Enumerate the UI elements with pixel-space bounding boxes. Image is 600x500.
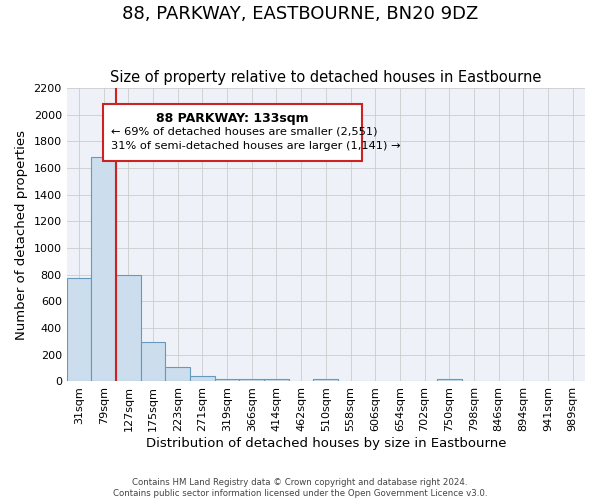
Bar [166, 367, 190, 382]
Title: Size of property relative to detached houses in Eastbourne: Size of property relative to detached ho… [110, 70, 542, 86]
Text: Contains HM Land Registry data © Crown copyright and database right 2024.
Contai: Contains HM Land Registry data © Crown c… [113, 478, 487, 498]
Bar [116, 276, 141, 382]
Text: 88, PARKWAY, EASTBOURNE, BN20 9DZ: 88, PARKWAY, EASTBOURNE, BN20 9DZ [122, 5, 478, 23]
Bar [289, 381, 313, 382]
Bar [190, 376, 215, 382]
X-axis label: Distribution of detached houses by size in Eastbourne: Distribution of detached houses by size … [146, 437, 506, 450]
Bar [264, 379, 289, 382]
Bar [67, 278, 91, 382]
Text: 88 PARKWAY: 133sqm: 88 PARKWAY: 133sqm [156, 112, 309, 124]
Text: 31% of semi-detached houses are larger (1,141) →: 31% of semi-detached houses are larger (… [111, 141, 400, 151]
Bar [313, 379, 338, 382]
Bar [239, 379, 264, 382]
Text: ← 69% of detached houses are smaller (2,551): ← 69% of detached houses are smaller (2,… [111, 126, 377, 136]
Bar [141, 342, 166, 382]
Bar [91, 158, 116, 382]
FancyBboxPatch shape [103, 104, 362, 162]
Y-axis label: Number of detached properties: Number of detached properties [15, 130, 28, 340]
Bar [215, 378, 239, 382]
Bar [437, 379, 461, 382]
